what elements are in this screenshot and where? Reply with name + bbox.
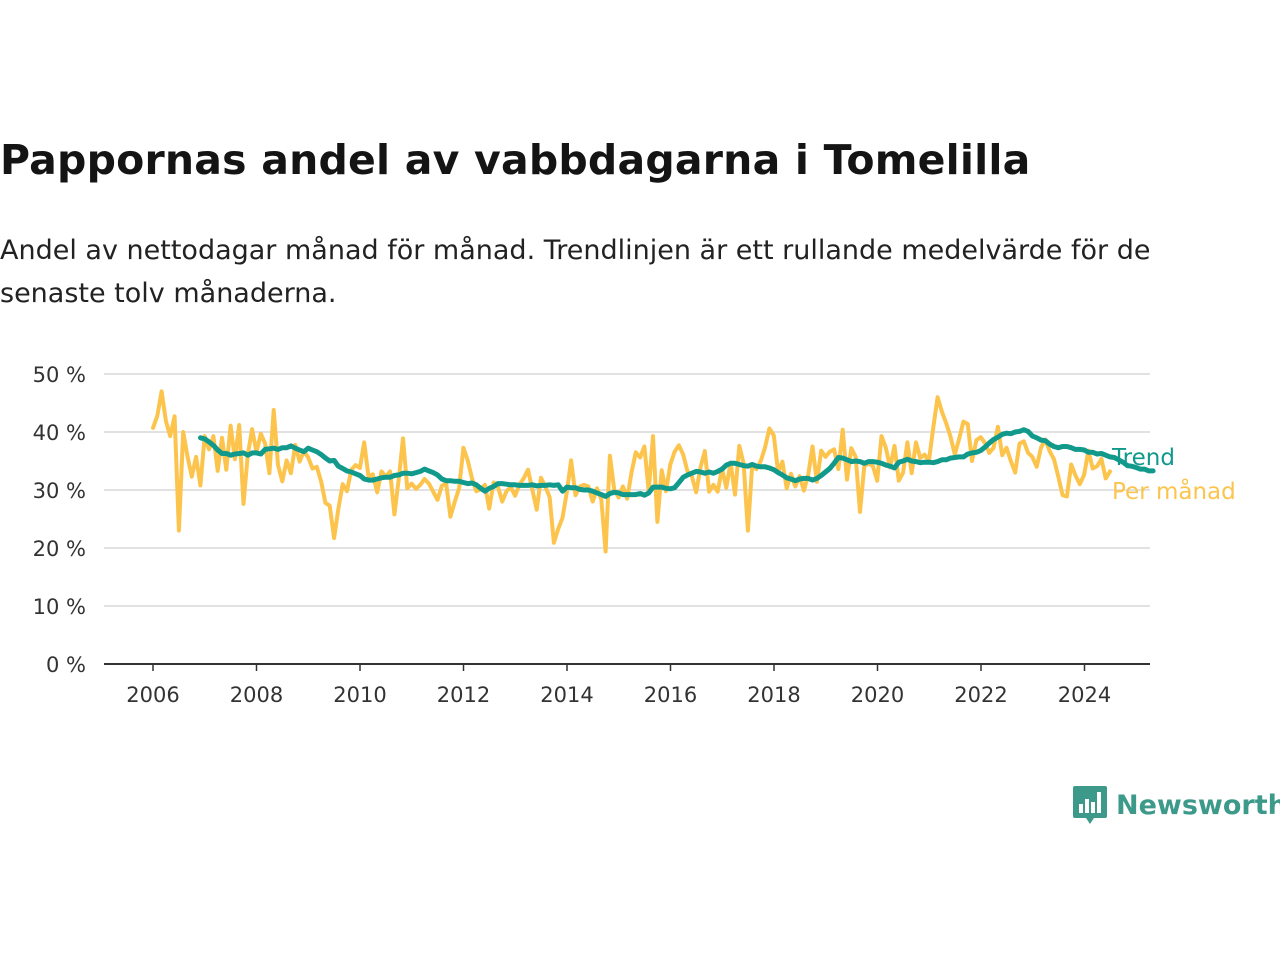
x-tick-label: 2008	[230, 683, 283, 707]
series-label-trend: Trend	[1111, 445, 1175, 471]
newsworthy-logo: Newsworthy	[1072, 784, 1280, 826]
x-tick-label: 2016	[644, 683, 697, 707]
x-tick-label: 2022	[954, 683, 1007, 707]
chart-title: Pappornas andel av vabbdagarna i Tomelil…	[0, 136, 1031, 184]
x-tick-label: 2018	[747, 683, 800, 707]
y-tick-label: 10 %	[33, 595, 86, 619]
series-line-per-månad	[151, 389, 1112, 554]
series-labels: Per månad Trend	[1111, 445, 1236, 505]
x-tick-label: 2020	[851, 683, 904, 707]
series-label-per-månad: Per månad	[1112, 477, 1236, 505]
series-lines	[151, 389, 1156, 554]
x-tick-label: 2010	[333, 683, 386, 707]
x-tick-label: 2012	[437, 683, 490, 707]
series-line-trend	[198, 427, 1156, 499]
y-axis-ticks: 0 % 10 % 20 % 30 % 40 % 50 %	[33, 363, 86, 677]
y-tick-label: 50 %	[33, 363, 86, 387]
x-tick-label: 2024	[1058, 683, 1111, 707]
brand-name: Newsworthy	[1116, 789, 1280, 821]
chart-subtitle: Andel av nettodagar månad för månad. Tre…	[0, 235, 1151, 309]
y-tick-label: 20 %	[33, 537, 86, 561]
x-tick-label: 2006	[126, 683, 179, 707]
x-axis: 2006 2008 2010 2012 2014 2016 2018 2020 2022 2024	[104, 663, 1150, 707]
y-tick-label: 0 %	[46, 653, 86, 677]
y-tick-label: 30 %	[33, 479, 86, 503]
y-tick-label: 40 %	[33, 421, 86, 445]
line-chart: 0 % 10 % 20 % 30 % 40 % 50 % 2006 2008 2010 2012…	[33, 363, 1236, 707]
x-tick-label: 2014	[540, 683, 593, 707]
newsworthy-chat-chart-icon	[1073, 786, 1107, 824]
